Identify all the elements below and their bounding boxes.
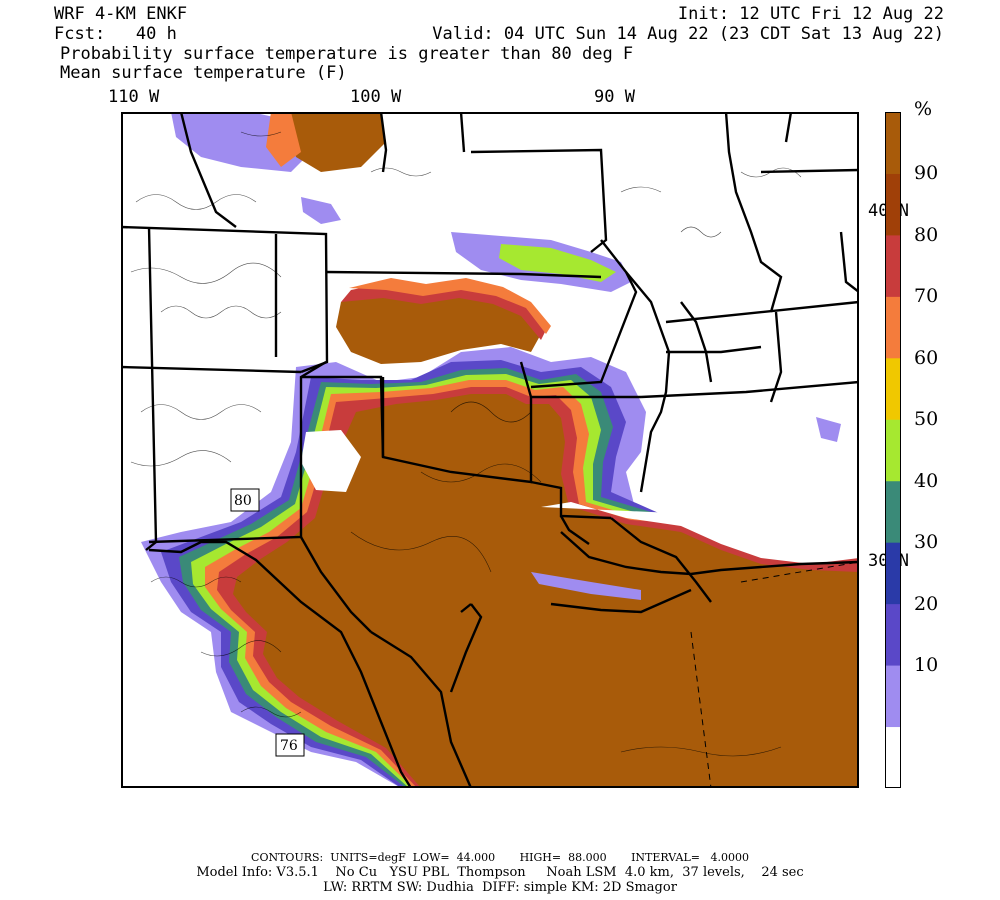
contour-label-80-text: 80 — [234, 493, 252, 509]
prob-90-region-north — [336, 290, 541, 364]
state-boundaries — [121, 112, 859, 788]
legend-tick-label: 40 — [914, 469, 939, 492]
valid-time: Valid: 04 UTC Sun 14 Aug 22 (23 CDT Sat … — [432, 24, 944, 44]
legend-swatch — [885, 665, 901, 728]
legend-swatch — [885, 726, 901, 788]
legend-swatch — [885, 603, 901, 666]
legend-tick-label: 50 — [914, 408, 939, 431]
longitude-label-90w: 90 W — [594, 87, 635, 107]
legend-swatch — [885, 296, 901, 359]
contour-info: CONTOURS: UNITS=degF LOW= 44.000 HIGH= 8… — [251, 851, 749, 864]
contour-label-76: 76 — [275, 733, 305, 757]
legend-tick-label: 90 — [914, 162, 939, 185]
legend-tick-label: 70 — [914, 285, 939, 308]
legend-tick-label: 60 — [914, 346, 939, 369]
contour-label-80: 80 — [230, 488, 260, 512]
model-info: Model Info: V3.5.1 No Cu YSU PBL Thompso… — [196, 865, 804, 880]
model-title: WRF 4-KM ENKF — [54, 4, 188, 24]
forecast-hour: Fcst: 40 h — [54, 24, 177, 44]
legend-swatch — [885, 112, 901, 174]
legend-swatch — [885, 480, 901, 543]
init-time: Init: 12 UTC Fri 12 Aug 22 — [677, 4, 944, 24]
legend-tick-label: 20 — [914, 592, 939, 615]
legend-tick-label: 30 — [914, 531, 939, 554]
legend-tick-label: 80 — [914, 223, 939, 246]
physics-info: LW: RRTM SW: Dudhia DIFF: simple KM: 2D … — [323, 880, 677, 895]
probability-map: 80 76 — [121, 112, 859, 788]
legend-swatch — [885, 173, 901, 236]
color-legend-bar — [885, 112, 901, 788]
legend-tick-label: 10 — [914, 654, 939, 677]
longitude-label-110w: 110 W — [108, 87, 160, 107]
legend-swatch — [885, 419, 901, 482]
field-description: Probability surface temperature is great… — [60, 44, 634, 64]
legend-swatch — [885, 357, 901, 420]
longitude-label-100w: 100 W — [350, 87, 402, 107]
legend-unit: % — [914, 98, 933, 120]
contour-label-76-text: 76 — [280, 738, 298, 754]
contour-description: Mean surface temperature (F) — [60, 63, 347, 83]
legend-swatch — [885, 234, 901, 297]
legend-swatch — [885, 542, 901, 605]
